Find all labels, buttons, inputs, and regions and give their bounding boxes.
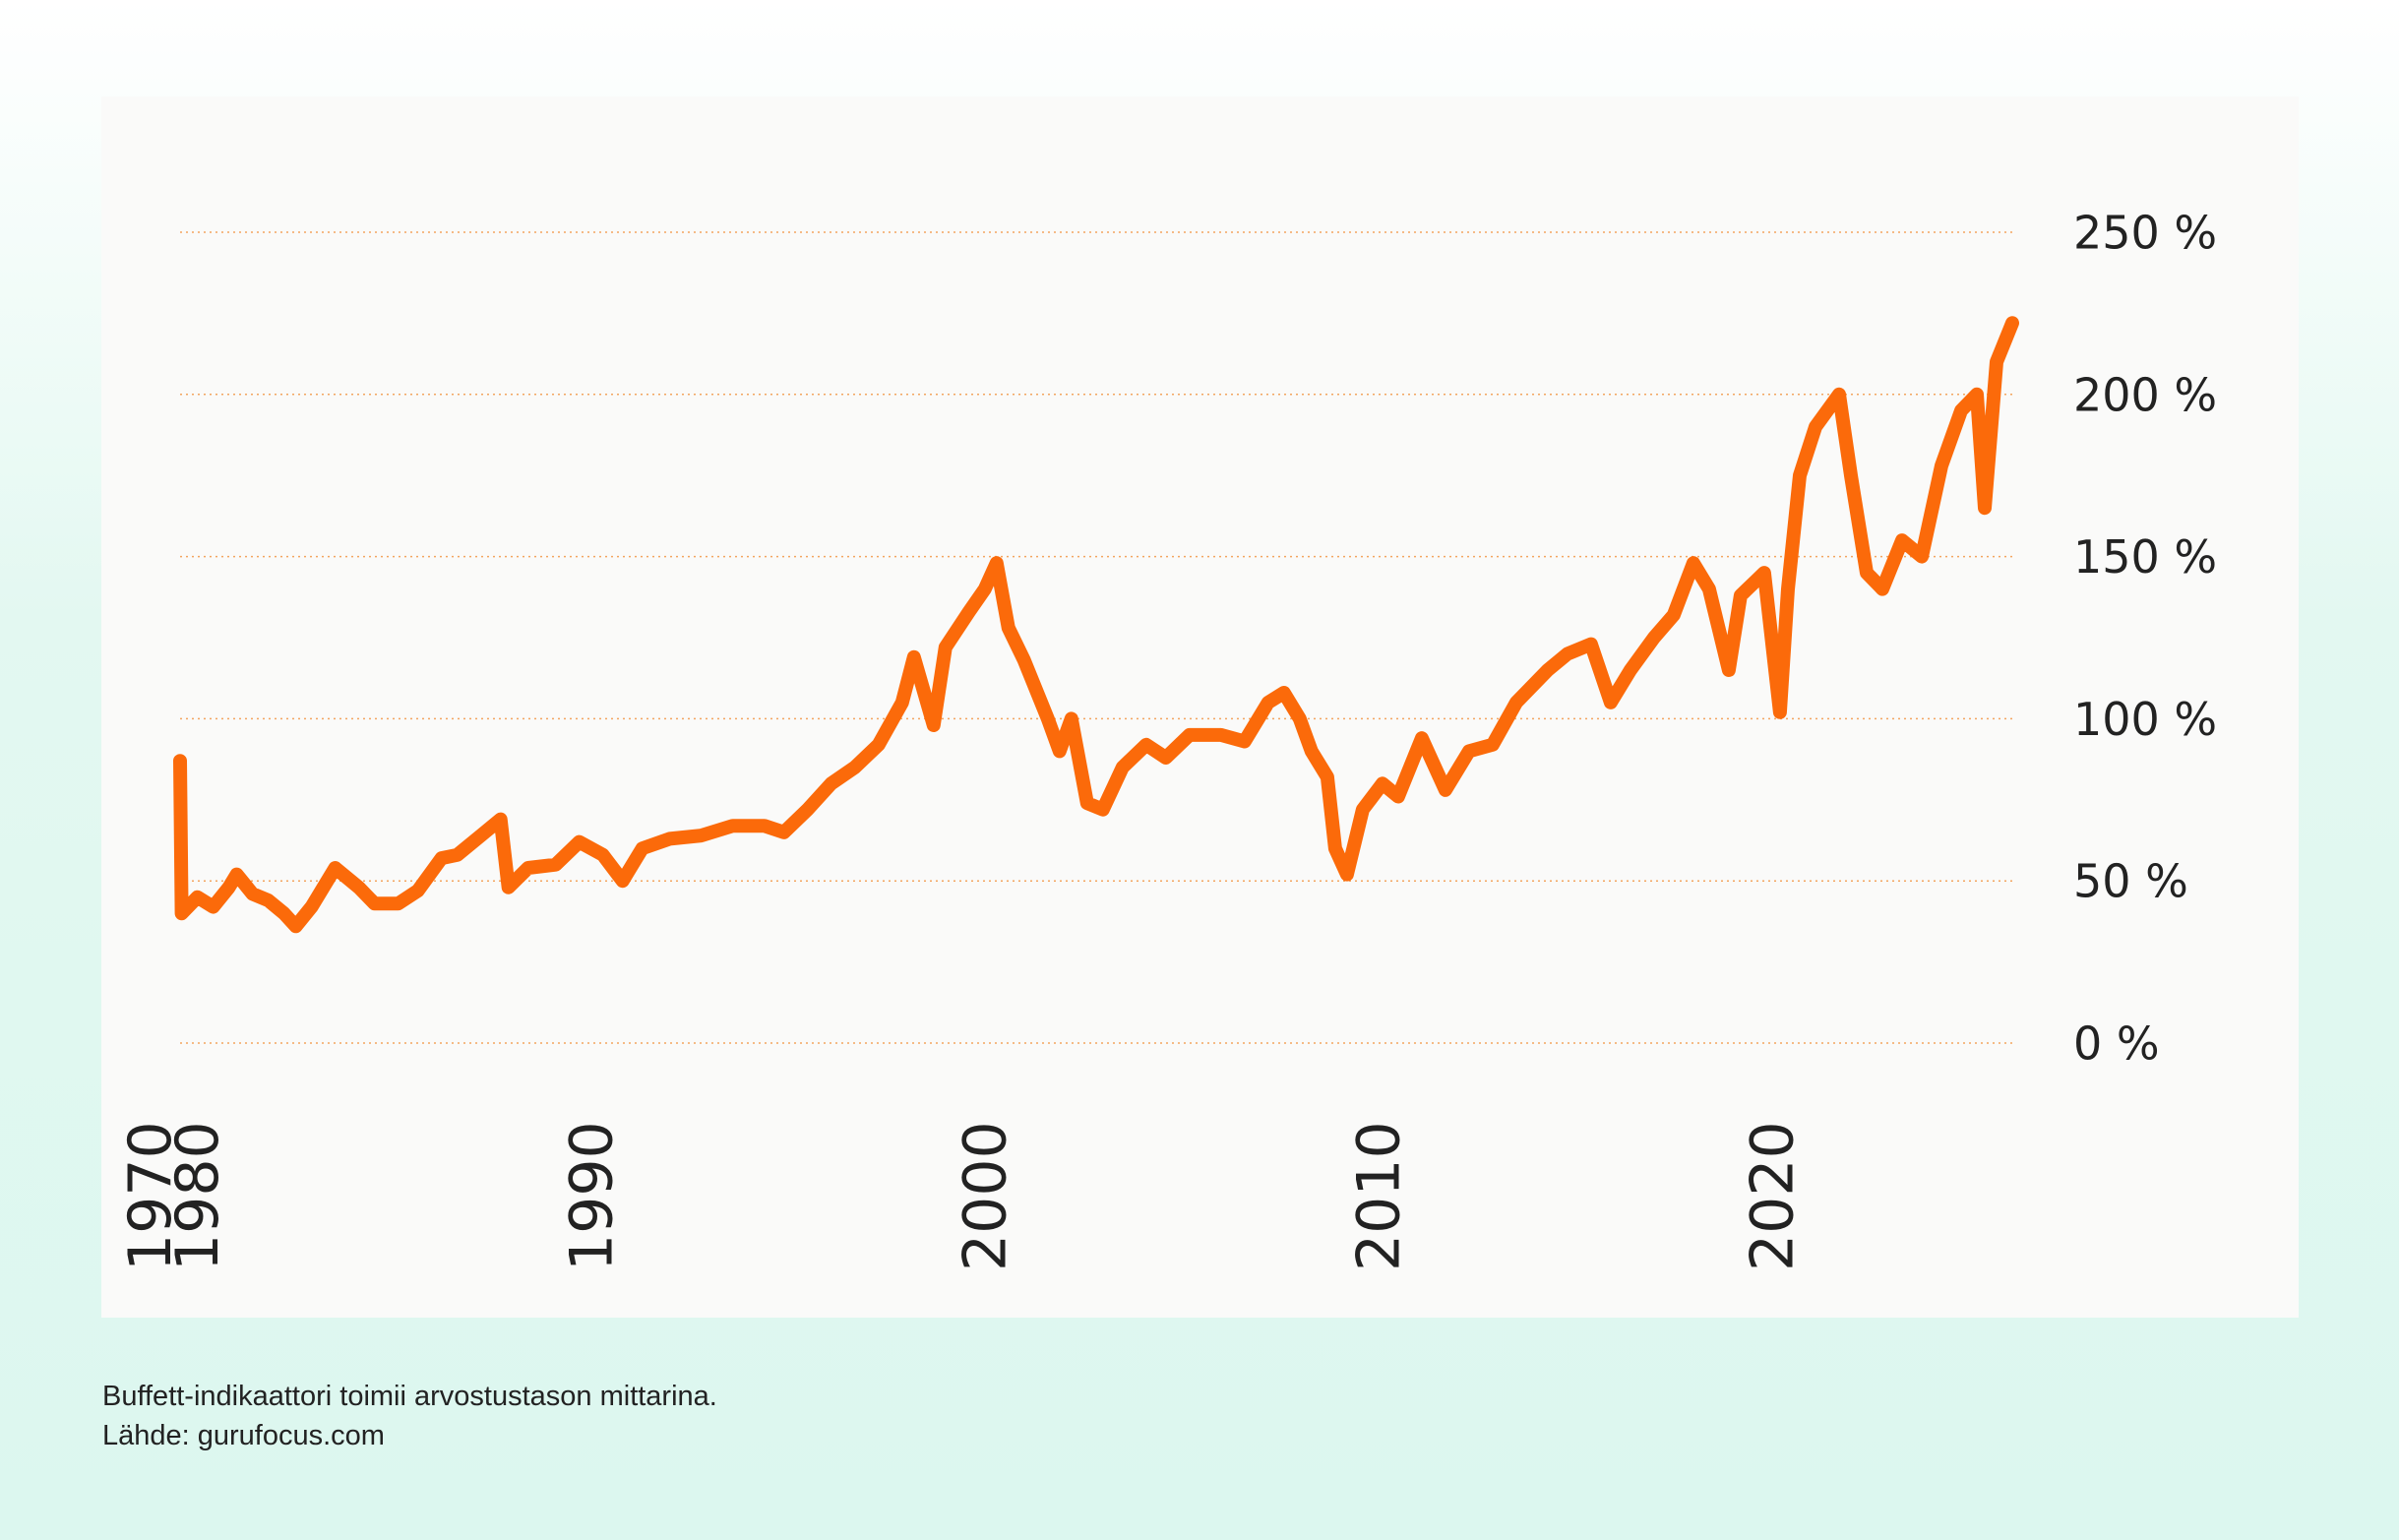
x-tick-label: 1990 — [557, 1121, 626, 1271]
x-tick-label: 1980 — [163, 1121, 232, 1271]
chart-panel — [101, 96, 2299, 1318]
y-tick-label: 0 % — [2073, 1017, 2160, 1071]
y-tick-label: 100 % — [2073, 693, 2217, 746]
y-tick-label: 200 % — [2073, 368, 2217, 421]
x-tick-label: 2010 — [1344, 1121, 1413, 1271]
x-tick-label: 2020 — [1739, 1121, 1808, 1271]
x-tick-label: 2000 — [951, 1121, 1019, 1271]
y-tick-label: 250 % — [2073, 207, 2217, 260]
y-tick-label: 50 % — [2073, 855, 2188, 908]
caption: Buffett-indikaattori toimii arvostustaso… — [102, 1381, 717, 1412]
data-line — [173, 316, 2019, 934]
caption: Lähde: gurufocus.com — [102, 1420, 385, 1451]
y-tick-label: 150 % — [2073, 530, 2217, 584]
x-tick-label: 1970 — [116, 1121, 185, 1271]
